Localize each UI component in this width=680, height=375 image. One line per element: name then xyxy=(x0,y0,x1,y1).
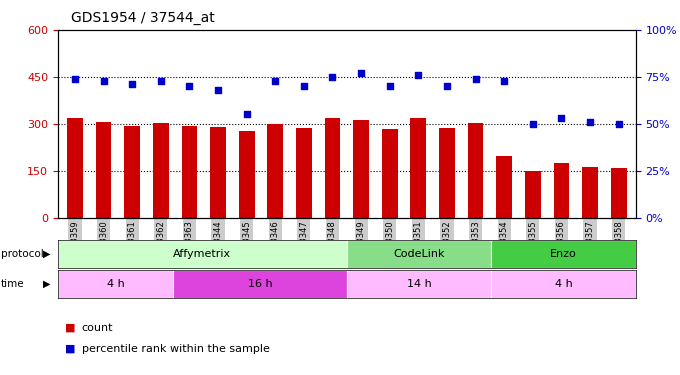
Text: Enzo: Enzo xyxy=(550,249,577,259)
Bar xyxy=(439,128,455,217)
Text: CodeLink: CodeLink xyxy=(393,249,445,259)
Bar xyxy=(492,240,636,268)
Text: time: time xyxy=(1,279,24,289)
Bar xyxy=(554,164,569,218)
Text: count: count xyxy=(82,323,113,333)
Point xyxy=(241,111,252,117)
Bar xyxy=(611,168,626,217)
Point xyxy=(470,76,481,82)
Text: 16 h: 16 h xyxy=(248,279,273,289)
Point xyxy=(98,78,109,84)
Bar xyxy=(67,117,83,218)
Bar xyxy=(124,126,140,218)
Bar xyxy=(296,128,311,218)
Bar xyxy=(525,171,541,217)
Point xyxy=(528,121,539,127)
Point xyxy=(384,83,395,89)
Bar xyxy=(267,124,283,218)
Text: GDS1954 / 37544_at: GDS1954 / 37544_at xyxy=(71,11,215,25)
Bar xyxy=(582,166,598,218)
Point xyxy=(356,70,367,76)
Point xyxy=(613,121,624,127)
Bar xyxy=(496,156,512,218)
Text: percentile rank within the sample: percentile rank within the sample xyxy=(82,344,269,354)
Text: ▶: ▶ xyxy=(42,249,50,259)
Point xyxy=(556,115,567,121)
Text: Affymetrix: Affymetrix xyxy=(173,249,231,259)
Bar xyxy=(96,122,112,218)
Bar xyxy=(239,130,254,218)
Text: 4 h: 4 h xyxy=(555,279,573,289)
Bar xyxy=(347,270,492,298)
Point xyxy=(184,83,195,89)
Bar xyxy=(411,118,426,218)
Bar xyxy=(173,270,347,298)
Bar xyxy=(210,127,226,218)
Point xyxy=(126,81,137,87)
Bar xyxy=(382,129,398,218)
Point xyxy=(299,83,309,89)
Point xyxy=(213,87,224,93)
Point xyxy=(69,76,80,82)
Text: protocol: protocol xyxy=(1,249,44,259)
Point xyxy=(441,83,452,89)
Bar xyxy=(58,270,173,298)
Text: 4 h: 4 h xyxy=(107,279,124,289)
Point xyxy=(155,78,166,84)
Text: ▶: ▶ xyxy=(42,279,50,289)
Text: 14 h: 14 h xyxy=(407,279,431,289)
Point xyxy=(585,119,596,125)
Bar xyxy=(468,123,483,218)
Text: ■: ■ xyxy=(65,344,75,354)
Text: ■: ■ xyxy=(65,323,75,333)
Bar xyxy=(347,240,492,268)
Bar xyxy=(182,126,197,218)
Point xyxy=(498,78,509,84)
Point xyxy=(413,72,424,78)
Bar xyxy=(58,240,347,268)
Point xyxy=(327,74,338,80)
Bar xyxy=(324,117,341,218)
Bar xyxy=(153,123,169,218)
Bar xyxy=(353,120,369,218)
Bar xyxy=(492,270,636,298)
Point xyxy=(270,78,281,84)
